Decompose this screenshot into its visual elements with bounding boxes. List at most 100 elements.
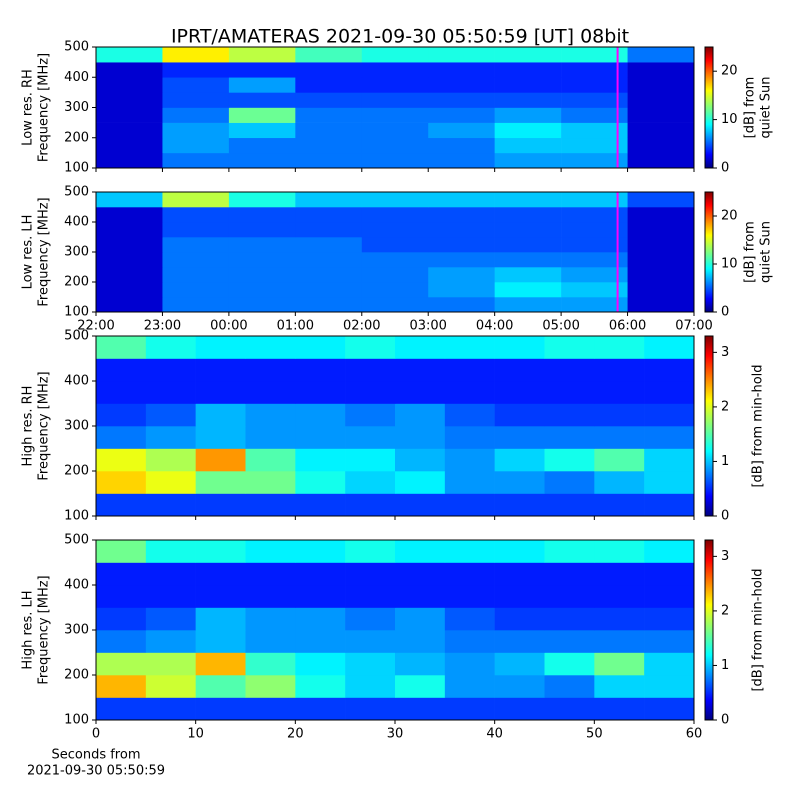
heatmap-cell [561, 252, 628, 268]
heatmap-cell [544, 675, 595, 698]
heatmap-cell [428, 92, 495, 108]
heatmap-cell [544, 562, 595, 586]
heatmap-cell [594, 471, 645, 494]
x-tick-label: 20 [287, 727, 304, 742]
x-tick-label: 02:00 [343, 319, 380, 334]
y-tick-label: 500 [64, 185, 89, 200]
heatmap-cell [627, 252, 695, 268]
heatmap-cell [361, 222, 429, 238]
heatmap-cell [96, 207, 163, 223]
heatmap-cell [245, 471, 296, 494]
heatmap-cell [395, 540, 446, 563]
heatmap-cell [96, 252, 163, 268]
heatmap-cell [361, 252, 429, 268]
heatmap-cell [644, 675, 695, 698]
heatmap-cell [544, 471, 595, 494]
colorbar [704, 46, 714, 169]
heatmap-cell [96, 562, 147, 586]
heatmap-cell [561, 207, 628, 223]
heatmap-cell [428, 62, 495, 78]
colorbar [704, 191, 714, 313]
heatmap-cell [395, 403, 446, 427]
heatmap-cell [145, 471, 196, 494]
y-axis-label: Frequency [MHz] [37, 575, 52, 684]
heatmap-cell [395, 358, 446, 382]
heatmap-cell [96, 192, 163, 208]
heatmap-cell [494, 282, 562, 298]
heatmap-cell [96, 540, 147, 563]
heatmap-cell [162, 267, 230, 283]
heatmap-cell [494, 403, 545, 427]
heatmap-cell [561, 192, 628, 208]
heatmap-cell [444, 697, 495, 721]
heatmap-cell [195, 630, 246, 653]
colorbar-tick-label: 10 [721, 112, 738, 127]
colorbar-tick-label: 2 [721, 603, 729, 618]
heatmap-cell [395, 493, 446, 517]
heatmap-cell [627, 222, 695, 238]
heatmap-cell [295, 540, 346, 563]
heatmap-cell [494, 540, 545, 563]
heatmap-cell [345, 630, 396, 653]
heatmap-cell [494, 630, 545, 653]
colorbar-tick-label: 3 [721, 549, 729, 564]
heatmap-cell [428, 77, 495, 93]
colorbar-tick-label: 0 [721, 509, 729, 524]
heatmap-cell [428, 137, 495, 154]
heatmap-cell [295, 607, 346, 631]
heatmap-cell [494, 297, 562, 313]
heatmap-cell [245, 562, 296, 586]
heatmap-cell [345, 675, 396, 698]
heatmap-cell [295, 77, 363, 93]
colorbar [704, 539, 714, 721]
heatmap-cell [162, 107, 230, 123]
heatmap-cell [444, 381, 495, 404]
heatmap-cell [644, 493, 695, 517]
heatmap-cell [96, 92, 163, 108]
heatmap-cell [345, 448, 396, 472]
y-tick-label: 100 [64, 161, 89, 176]
colorbar-tick-label: 3 [721, 345, 729, 360]
heatmap-cell [561, 122, 628, 139]
heatmap-cell [644, 540, 695, 563]
y-tick-label: 100 [64, 713, 89, 728]
heatmap-cell [561, 282, 628, 298]
heatmap-cell [145, 630, 196, 653]
heatmap-cell [345, 358, 396, 382]
heatmap-cell [245, 540, 296, 563]
y-tick-label: 300 [64, 623, 89, 638]
heatmap-cell [627, 207, 695, 223]
heatmap-cell [361, 47, 429, 63]
heatmap-cell [345, 471, 396, 494]
heatmap-cell [295, 192, 363, 208]
heatmap-cell [245, 426, 296, 449]
heatmap-cell [145, 562, 196, 586]
heatmap-cell [544, 697, 595, 721]
heatmap-cell [544, 448, 595, 472]
x-tick-label: 40 [486, 727, 503, 742]
heatmap-cell [228, 237, 296, 253]
heatmap-cell [395, 471, 446, 494]
heatmap-cell [96, 237, 163, 253]
heatmap-cell [361, 267, 429, 283]
heatmap-cell [295, 222, 363, 238]
heatmap-cell [145, 381, 196, 404]
heatmap-cell [444, 607, 495, 631]
heatmap-cell [345, 426, 396, 449]
heatmap-cell [345, 381, 396, 404]
heatmap-cell [195, 426, 246, 449]
y-tick-label: 500 [64, 533, 89, 548]
heatmap-cell [544, 426, 595, 449]
heatmap-cell [162, 237, 230, 253]
heatmap-cell [428, 207, 495, 223]
heatmap-cell [96, 62, 163, 78]
heatmap-cell [627, 282, 695, 298]
heatmap-cell [361, 77, 429, 93]
y-tick-label: 200 [64, 464, 89, 479]
heatmap-cell [561, 92, 628, 108]
heatmap-cell [96, 697, 147, 721]
colorbar-tick-label: 1 [721, 658, 729, 673]
heatmap-cell [228, 62, 296, 78]
heatmap-cell [295, 493, 346, 517]
heatmap-cell [228, 137, 296, 154]
